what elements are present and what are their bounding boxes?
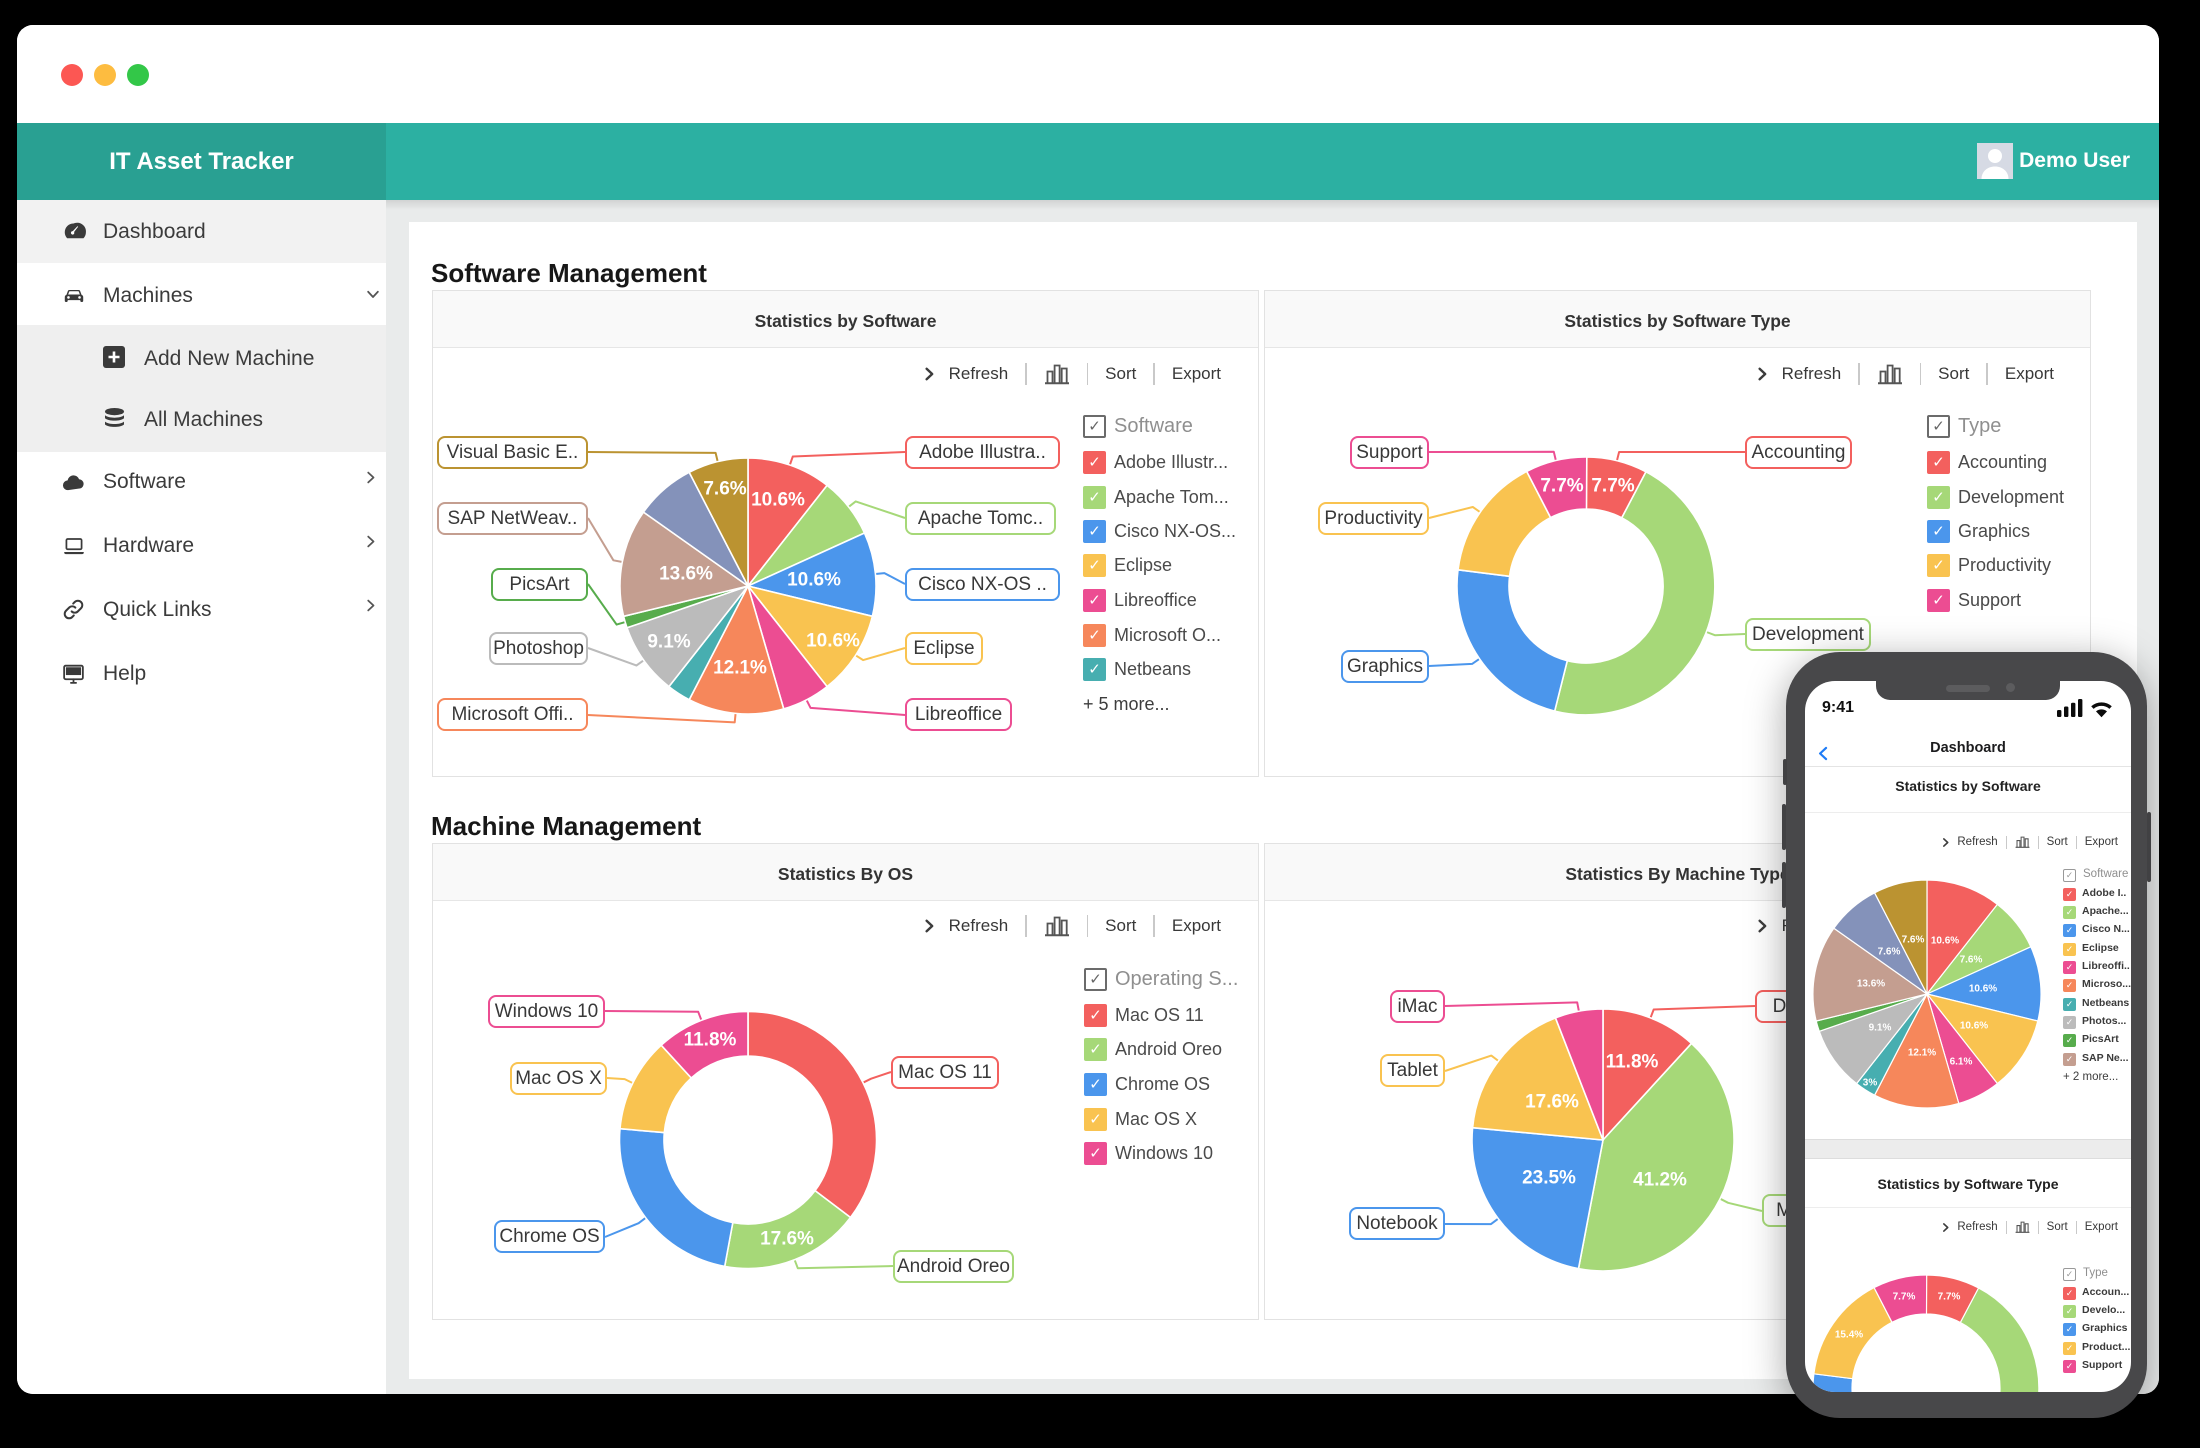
svg-text:3%: 3% <box>1863 1078 1878 1089</box>
svg-text:7.7%: 7.7% <box>1893 1292 1916 1303</box>
svg-text:12.1%: 12.1% <box>1908 1048 1936 1059</box>
svg-text:10.6%: 10.6% <box>1969 984 1997 995</box>
svg-text:10.6%: 10.6% <box>1960 1021 1988 1032</box>
svg-text:7.6%: 7.6% <box>1878 947 1901 958</box>
svg-text:15.4%: 15.4% <box>1835 1330 1863 1341</box>
svg-text:13.6%: 13.6% <box>1857 979 1885 990</box>
svg-text:7.6%: 7.6% <box>1902 935 1925 946</box>
svg-text:6.1%: 6.1% <box>1950 1057 1973 1068</box>
svg-text:9.1%: 9.1% <box>1869 1023 1892 1034</box>
svg-text:10.6%: 10.6% <box>1931 936 1959 947</box>
svg-text:7.7%: 7.7% <box>1938 1292 1961 1303</box>
svg-text:7.6%: 7.6% <box>1960 955 1983 966</box>
